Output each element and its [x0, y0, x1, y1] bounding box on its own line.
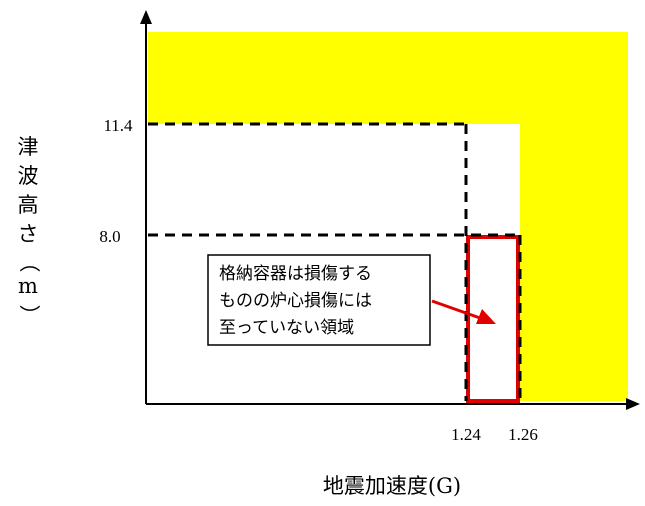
y-label-char: ）	[17, 305, 41, 326]
y-tick-8-0: 8.0	[99, 227, 120, 246]
x-tick-1-26: 1.26	[508, 425, 538, 444]
region-note-line-1: 格納容器は損傷する	[219, 264, 372, 284]
region-note-line-3: 至っていない領域	[219, 318, 354, 338]
x-tick-1-24: 1.24	[451, 425, 481, 444]
y-tick-11-4: 11.4	[103, 116, 133, 135]
y-label-char: m	[18, 274, 38, 298]
y-axis-arrow-icon	[140, 10, 152, 24]
dashed-boundaries	[148, 122, 522, 401]
region-note-line-2: ものの炉心損傷には	[219, 291, 372, 311]
y-axis-label: 津 波 高 さ （ m ）	[17, 135, 41, 326]
x-axis-label: 地震加速度(G)	[323, 474, 461, 498]
note-arrow-head-icon	[476, 309, 496, 324]
region-note-box	[207, 254, 431, 346]
note-arrow-line	[431, 299, 481, 320]
y-label-char: （	[17, 252, 41, 273]
x-axis-arrow-icon	[626, 398, 640, 410]
core-damage-region	[148, 32, 628, 401]
y-label-char: 津	[18, 135, 39, 159]
y-label-char: 波	[18, 164, 39, 188]
highlight-region-box	[466, 235, 520, 403]
y-label-char: さ	[18, 222, 39, 246]
y-label-char: 高	[18, 193, 39, 217]
axes	[145, 20, 628, 405]
